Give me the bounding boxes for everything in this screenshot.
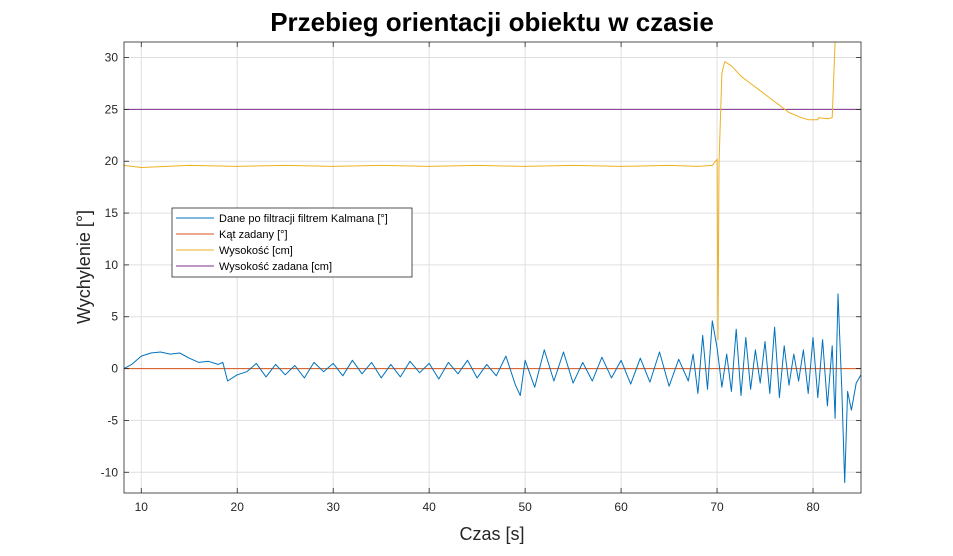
chart-title: Przebieg orientacji obiektu w czasie xyxy=(270,7,714,37)
y-tick-label: -10 xyxy=(101,465,119,479)
series-line-kalman xyxy=(123,293,862,484)
legend-label-kalman: Dane po filtracji filtrem Kalmana [°] xyxy=(219,213,388,225)
x-tick-label: 50 xyxy=(518,500,532,514)
series-layer xyxy=(123,41,862,484)
y-tick-label: 20 xyxy=(105,154,119,168)
x-tick-label: 70 xyxy=(710,500,724,514)
x-tick-label: 80 xyxy=(806,500,820,514)
legend-label-kat: Kąt zadany [°] xyxy=(219,229,288,241)
legend-label-wysokosc_zadana: Wysokość zadana [cm] xyxy=(219,261,332,273)
tick-labels: 10 20 30 40 50 60 70 80 -10 -5 0 5 10 15 20 25 30 xyxy=(101,42,861,514)
y-tick-label: 30 xyxy=(105,51,119,65)
series-line-wysokosc xyxy=(123,41,836,341)
y-tick-label: 15 xyxy=(105,206,119,220)
x-tick-label: 30 xyxy=(327,500,341,514)
y-tick-label: -5 xyxy=(107,413,118,427)
y-tick-label: 5 xyxy=(111,310,118,324)
legend: Dane po filtracji filtrem Kalmana [°] Kąt… xyxy=(171,207,413,278)
axes-box xyxy=(123,41,862,494)
y-tick-label: 25 xyxy=(105,102,119,116)
x-tick-label: 40 xyxy=(422,500,436,514)
y-axis-label: Wychylenie [°] xyxy=(74,210,94,324)
x-tick-label: 20 xyxy=(231,500,245,514)
y-tick-label: 0 xyxy=(111,362,118,376)
y-tick-label: 10 xyxy=(105,258,119,272)
x-tick-label: 60 xyxy=(614,500,628,514)
legend-label-wysokosc: Wysokość [cm] xyxy=(219,245,293,257)
x-axis-label: Czas [s] xyxy=(459,524,524,544)
x-tick-label: 10 xyxy=(135,500,149,514)
